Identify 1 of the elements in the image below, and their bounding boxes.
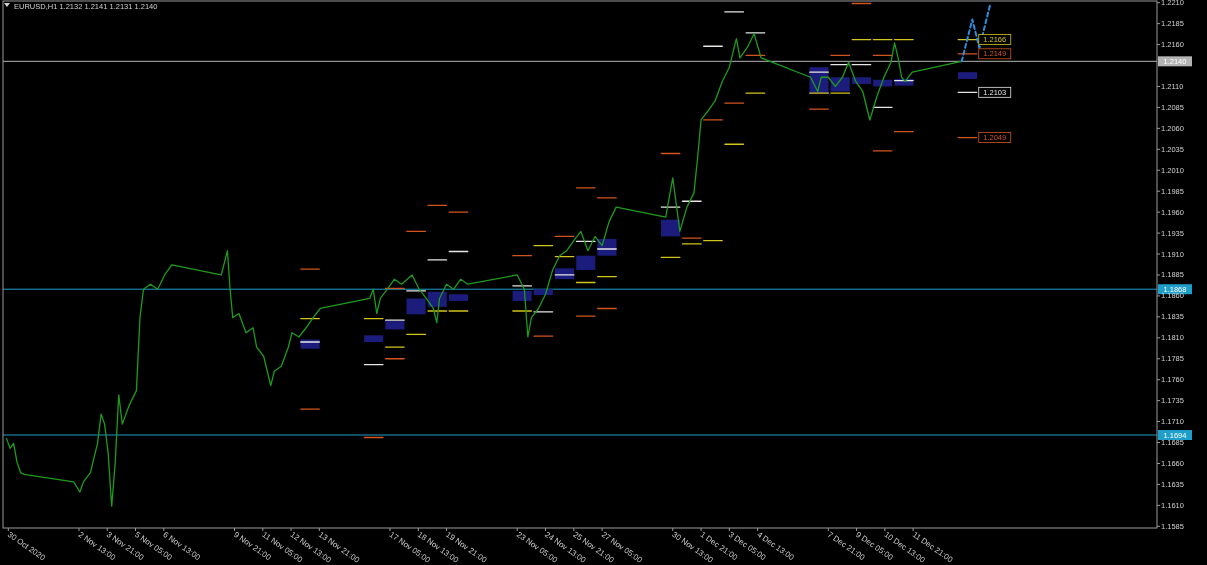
x-tick-label: 30 Oct 2020 (5, 529, 48, 563)
